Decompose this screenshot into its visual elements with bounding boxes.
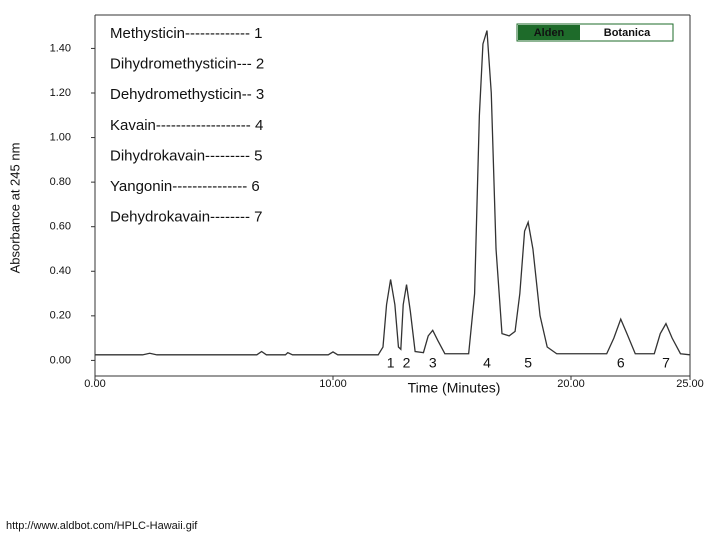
y-tick-label: 0.00 bbox=[50, 354, 71, 366]
legend-entry: Kavain------------------- 4 bbox=[110, 117, 263, 134]
peak-label: 1 bbox=[387, 355, 395, 371]
legend-entry: Dehydrokavain-------- 7 bbox=[110, 209, 263, 226]
x-tick-label: 0.00 bbox=[84, 378, 105, 390]
peak-label: 6 bbox=[617, 355, 625, 371]
logo-left bbox=[518, 25, 580, 40]
y-tick-label: 0.60 bbox=[50, 221, 71, 233]
legend-entry: Yangonin--------------- 6 bbox=[110, 178, 260, 195]
y-tick-label: 1.40 bbox=[50, 42, 71, 54]
peak-label: 4 bbox=[483, 355, 491, 371]
logo-text: Alden bbox=[534, 27, 565, 39]
x-tick-label: 20.00 bbox=[557, 378, 585, 390]
peak-label: 7 bbox=[662, 355, 670, 371]
y-tick-label: 0.40 bbox=[50, 265, 71, 277]
logo-text: Botanica bbox=[604, 27, 651, 39]
x-axis-label: Time (Minutes) bbox=[408, 380, 501, 396]
y-tick-label: 1.00 bbox=[50, 131, 71, 143]
y-tick-label: 0.80 bbox=[50, 176, 71, 188]
y-tick-label: 1.20 bbox=[50, 87, 71, 99]
legend-entry: Dehydromethysticin-- 3 bbox=[110, 86, 264, 103]
peak-label: 5 bbox=[524, 355, 532, 371]
y-tick-label: 0.20 bbox=[50, 310, 71, 322]
legend-entry: Dihydrokavain--------- 5 bbox=[110, 147, 263, 164]
legend-entry: Methysticin------------- 1 bbox=[110, 25, 262, 42]
peak-label: 3 bbox=[429, 355, 437, 371]
x-tick-label: 10.00 bbox=[319, 378, 347, 390]
chromatogram-line bbox=[95, 30, 691, 356]
legend-entry: Dihydromethysticin--- 2 bbox=[110, 56, 264, 73]
x-tick-label: 25.00 bbox=[676, 378, 704, 390]
peak-label: 2 bbox=[403, 355, 411, 371]
y-axis-label: Absorbance at 245 nm bbox=[7, 143, 22, 274]
footer-url: http://www.aldbot.com/HPLC-Hawaii.gif bbox=[6, 520, 198, 532]
